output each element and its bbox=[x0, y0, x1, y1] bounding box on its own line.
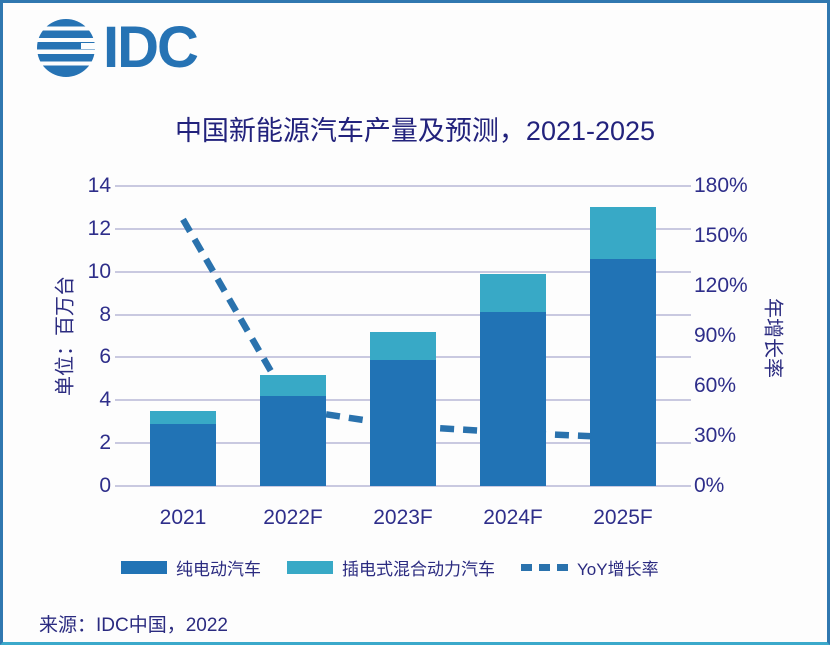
idc-globe-icon bbox=[37, 19, 96, 77]
legend-label-yoy: YoY增长率 bbox=[577, 560, 659, 579]
bar-phev-2022F bbox=[260, 374, 326, 396]
y-axis-tick-left: 4 bbox=[99, 388, 111, 412]
idc-logo-text: IDC bbox=[103, 15, 199, 80]
bar-phev-2025F bbox=[590, 207, 656, 259]
bar-bev-2023F bbox=[370, 359, 436, 486]
legend-label-bev: 纯电动汽车 bbox=[176, 560, 261, 579]
y-axis-tick-right: 120% bbox=[694, 274, 748, 297]
x-axis-label-2024F: 2024F bbox=[483, 506, 543, 529]
bar-bev-2022F bbox=[260, 396, 326, 486]
legend-swatch-phev bbox=[287, 561, 333, 574]
legend-item-bev: 纯电动汽车 bbox=[121, 555, 261, 580]
y-axis-tick-left: 10 bbox=[87, 259, 111, 283]
bar-bev-2024F bbox=[480, 312, 546, 486]
legend-label-phev: 插电式混合动力汽车 bbox=[342, 560, 495, 579]
bar-phev-2024F bbox=[480, 273, 546, 313]
y-axis-tick-left: 12 bbox=[87, 216, 111, 240]
gridline bbox=[115, 185, 691, 187]
y-axis-tick-left: 2 bbox=[99, 431, 111, 455]
bar-bev-2021 bbox=[150, 423, 216, 486]
gridline bbox=[115, 227, 691, 230]
y-axis-tick-right: 0% bbox=[694, 474, 725, 497]
y-axis-tick-left: 8 bbox=[99, 302, 111, 326]
x-axis-label-2021: 2021 bbox=[159, 506, 207, 529]
x-axis-label-2022F: 2022F bbox=[263, 506, 323, 529]
y-axis-tick-left: 14 bbox=[87, 174, 111, 197]
legend-dash-sample-icon bbox=[521, 564, 568, 571]
gridline bbox=[115, 313, 691, 316]
bar-phev-2021 bbox=[150, 411, 216, 424]
idc-logo: IDC bbox=[37, 15, 199, 80]
plot-area: 0 2 4 6 8 10 12 14 0% 30% 60% 90% 120% 150% 180% 2021 20… bbox=[3, 3, 827, 642]
y-axis-tick-right: 90% bbox=[694, 324, 737, 347]
x-axis-label-2023F: 2023F bbox=[373, 506, 433, 529]
y-axis-tick-right: 30% bbox=[694, 424, 737, 447]
source-note: 来源：IDC中国，2022 bbox=[39, 615, 228, 636]
y-axis-tick-left: 0 bbox=[99, 474, 111, 497]
y-axis-tick-right: 180% bbox=[694, 174, 748, 197]
bar-bev-2025F bbox=[590, 258, 656, 486]
y-axis-tick-right: 60% bbox=[694, 374, 737, 397]
gridline bbox=[115, 485, 691, 487]
y-axis-tick-left: 6 bbox=[99, 345, 111, 369]
gridline bbox=[115, 270, 691, 273]
legend-item-yoy: YoY增长率 bbox=[521, 555, 659, 580]
yoy-line-layer bbox=[180, 217, 624, 441]
legend-swatch-bev bbox=[121, 561, 167, 574]
y-axis-tick-right: 150% bbox=[694, 224, 748, 247]
legend-item-phev: 插电式混合动力汽车 bbox=[287, 555, 495, 580]
legend: 纯电动汽车 插电式混合动力汽车 YoY增长率 bbox=[121, 555, 659, 580]
bar-phev-2023F bbox=[370, 331, 436, 360]
x-axis-label-2025F: 2025F bbox=[593, 506, 653, 529]
chart-title: 中国新能源汽车产量及预测，2021-2025 bbox=[174, 116, 656, 146]
